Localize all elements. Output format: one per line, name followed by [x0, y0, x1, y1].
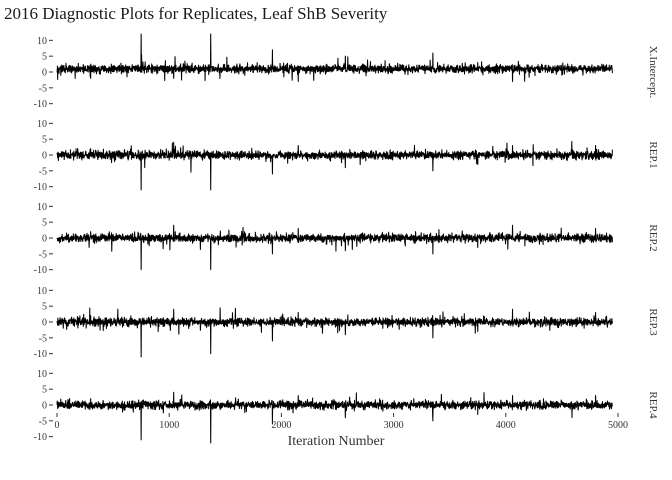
y-tick-label: 0: [42, 234, 47, 245]
panel-rep-1: 10 5 0 -5 -10 REP.1: [34, 119, 659, 193]
trace-line: [56, 391, 613, 444]
trace-line: [56, 307, 613, 358]
y-tick-label: -10: [34, 349, 47, 360]
panels-layer: 1050-5-10X.Intercept.1050-5-10REP.11050-…: [34, 33, 659, 444]
y-tick-label: 5: [42, 302, 47, 313]
y-tick-label: 0: [42, 151, 47, 162]
x-axis: 0 1000 2000 3000 4000 5000: [55, 413, 628, 431]
y-tick-label: 0: [42, 401, 47, 412]
chart-title: 2016 Diagnostic Plots for Replicates, Le…: [4, 4, 388, 23]
y-tick-label: 5: [42, 135, 47, 146]
y-tick-label: -10: [34, 99, 47, 110]
x-tick-label: 2000: [271, 420, 291, 431]
y-tick-label: -5: [39, 416, 47, 427]
y-tick-label: 10: [37, 36, 47, 47]
y-tick-label: -10: [34, 432, 47, 443]
y-tick-label: 10: [37, 119, 47, 130]
y-tick-label: -5: [39, 333, 47, 344]
y-tick-label: -10: [34, 265, 47, 276]
panel-rep-3: 10 5 0 -5 -10 REP.3: [34, 286, 659, 360]
x-tick-label: 0: [55, 420, 60, 431]
x-tick-label: 1000: [159, 420, 179, 431]
panel-strip-label: X.Intercept.: [647, 46, 659, 99]
trace-line: [56, 224, 613, 271]
y-tick-label: -5: [39, 249, 47, 260]
panel-strip-label: REP.1: [647, 141, 659, 168]
y-tick-label: 10: [37, 202, 47, 213]
y-tick-label: 10: [37, 286, 47, 297]
y-tick-label: 5: [42, 385, 47, 396]
y-tick-label: 10: [37, 369, 47, 380]
trace-line: [56, 140, 613, 191]
panel-strip-label: REP.2: [647, 224, 659, 251]
y-tick-label: -10: [34, 182, 47, 193]
panel-x-intercept-: 10 5 0 -5 -10 X.Intercept.: [34, 33, 659, 110]
y-tick-label: 5: [42, 52, 47, 63]
x-tick-label: 4000: [496, 420, 516, 431]
x-tick-label: 3000: [384, 420, 404, 431]
y-tick-label: -5: [39, 83, 47, 94]
panel-strip-label: REP.3: [647, 308, 659, 336]
x-tick-label: 5000: [608, 420, 628, 431]
x-axis-title: Iteration Number: [288, 434, 385, 449]
panel-strip-label: REP.4: [647, 391, 659, 419]
y-tick-label: 5: [42, 218, 47, 229]
trace-line: [56, 33, 613, 83]
y-tick-label: 0: [42, 68, 47, 79]
panel-rep-2: 10 5 0 -5 -10 REP.2: [34, 202, 659, 276]
y-tick-label: -5: [39, 166, 47, 177]
y-tick-label: 0: [42, 318, 47, 329]
panel-rep-4: 10 5 0 -5 -10 REP.4: [34, 369, 659, 444]
